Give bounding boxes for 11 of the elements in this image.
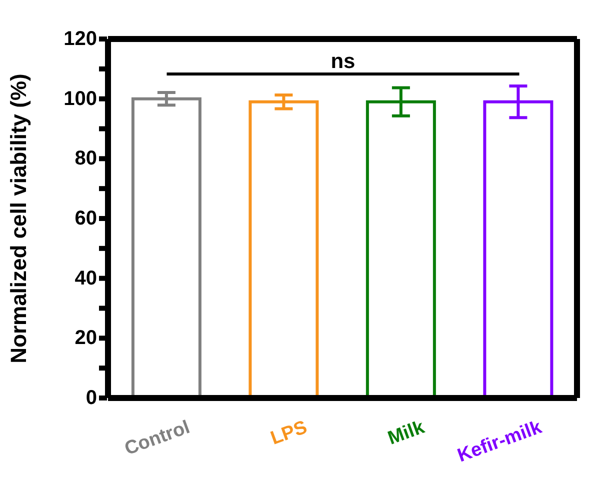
y-tick-label: 40 — [74, 267, 97, 290]
x-tick-label: Milk — [385, 416, 428, 450]
y-axis-title: Normalized cell viability (%) — [6, 74, 31, 364]
y-tick-label: 100 — [64, 88, 97, 110]
y-tick-label: 120 — [64, 28, 97, 50]
y-tick-label: 60 — [74, 208, 97, 230]
x-tick-label: LPS — [268, 416, 310, 450]
annotation: ns — [330, 50, 356, 73]
y-tick-label: 80 — [74, 148, 97, 170]
y-tick-label: 0 — [86, 387, 97, 409]
y-tick-label: 20 — [74, 327, 97, 350]
